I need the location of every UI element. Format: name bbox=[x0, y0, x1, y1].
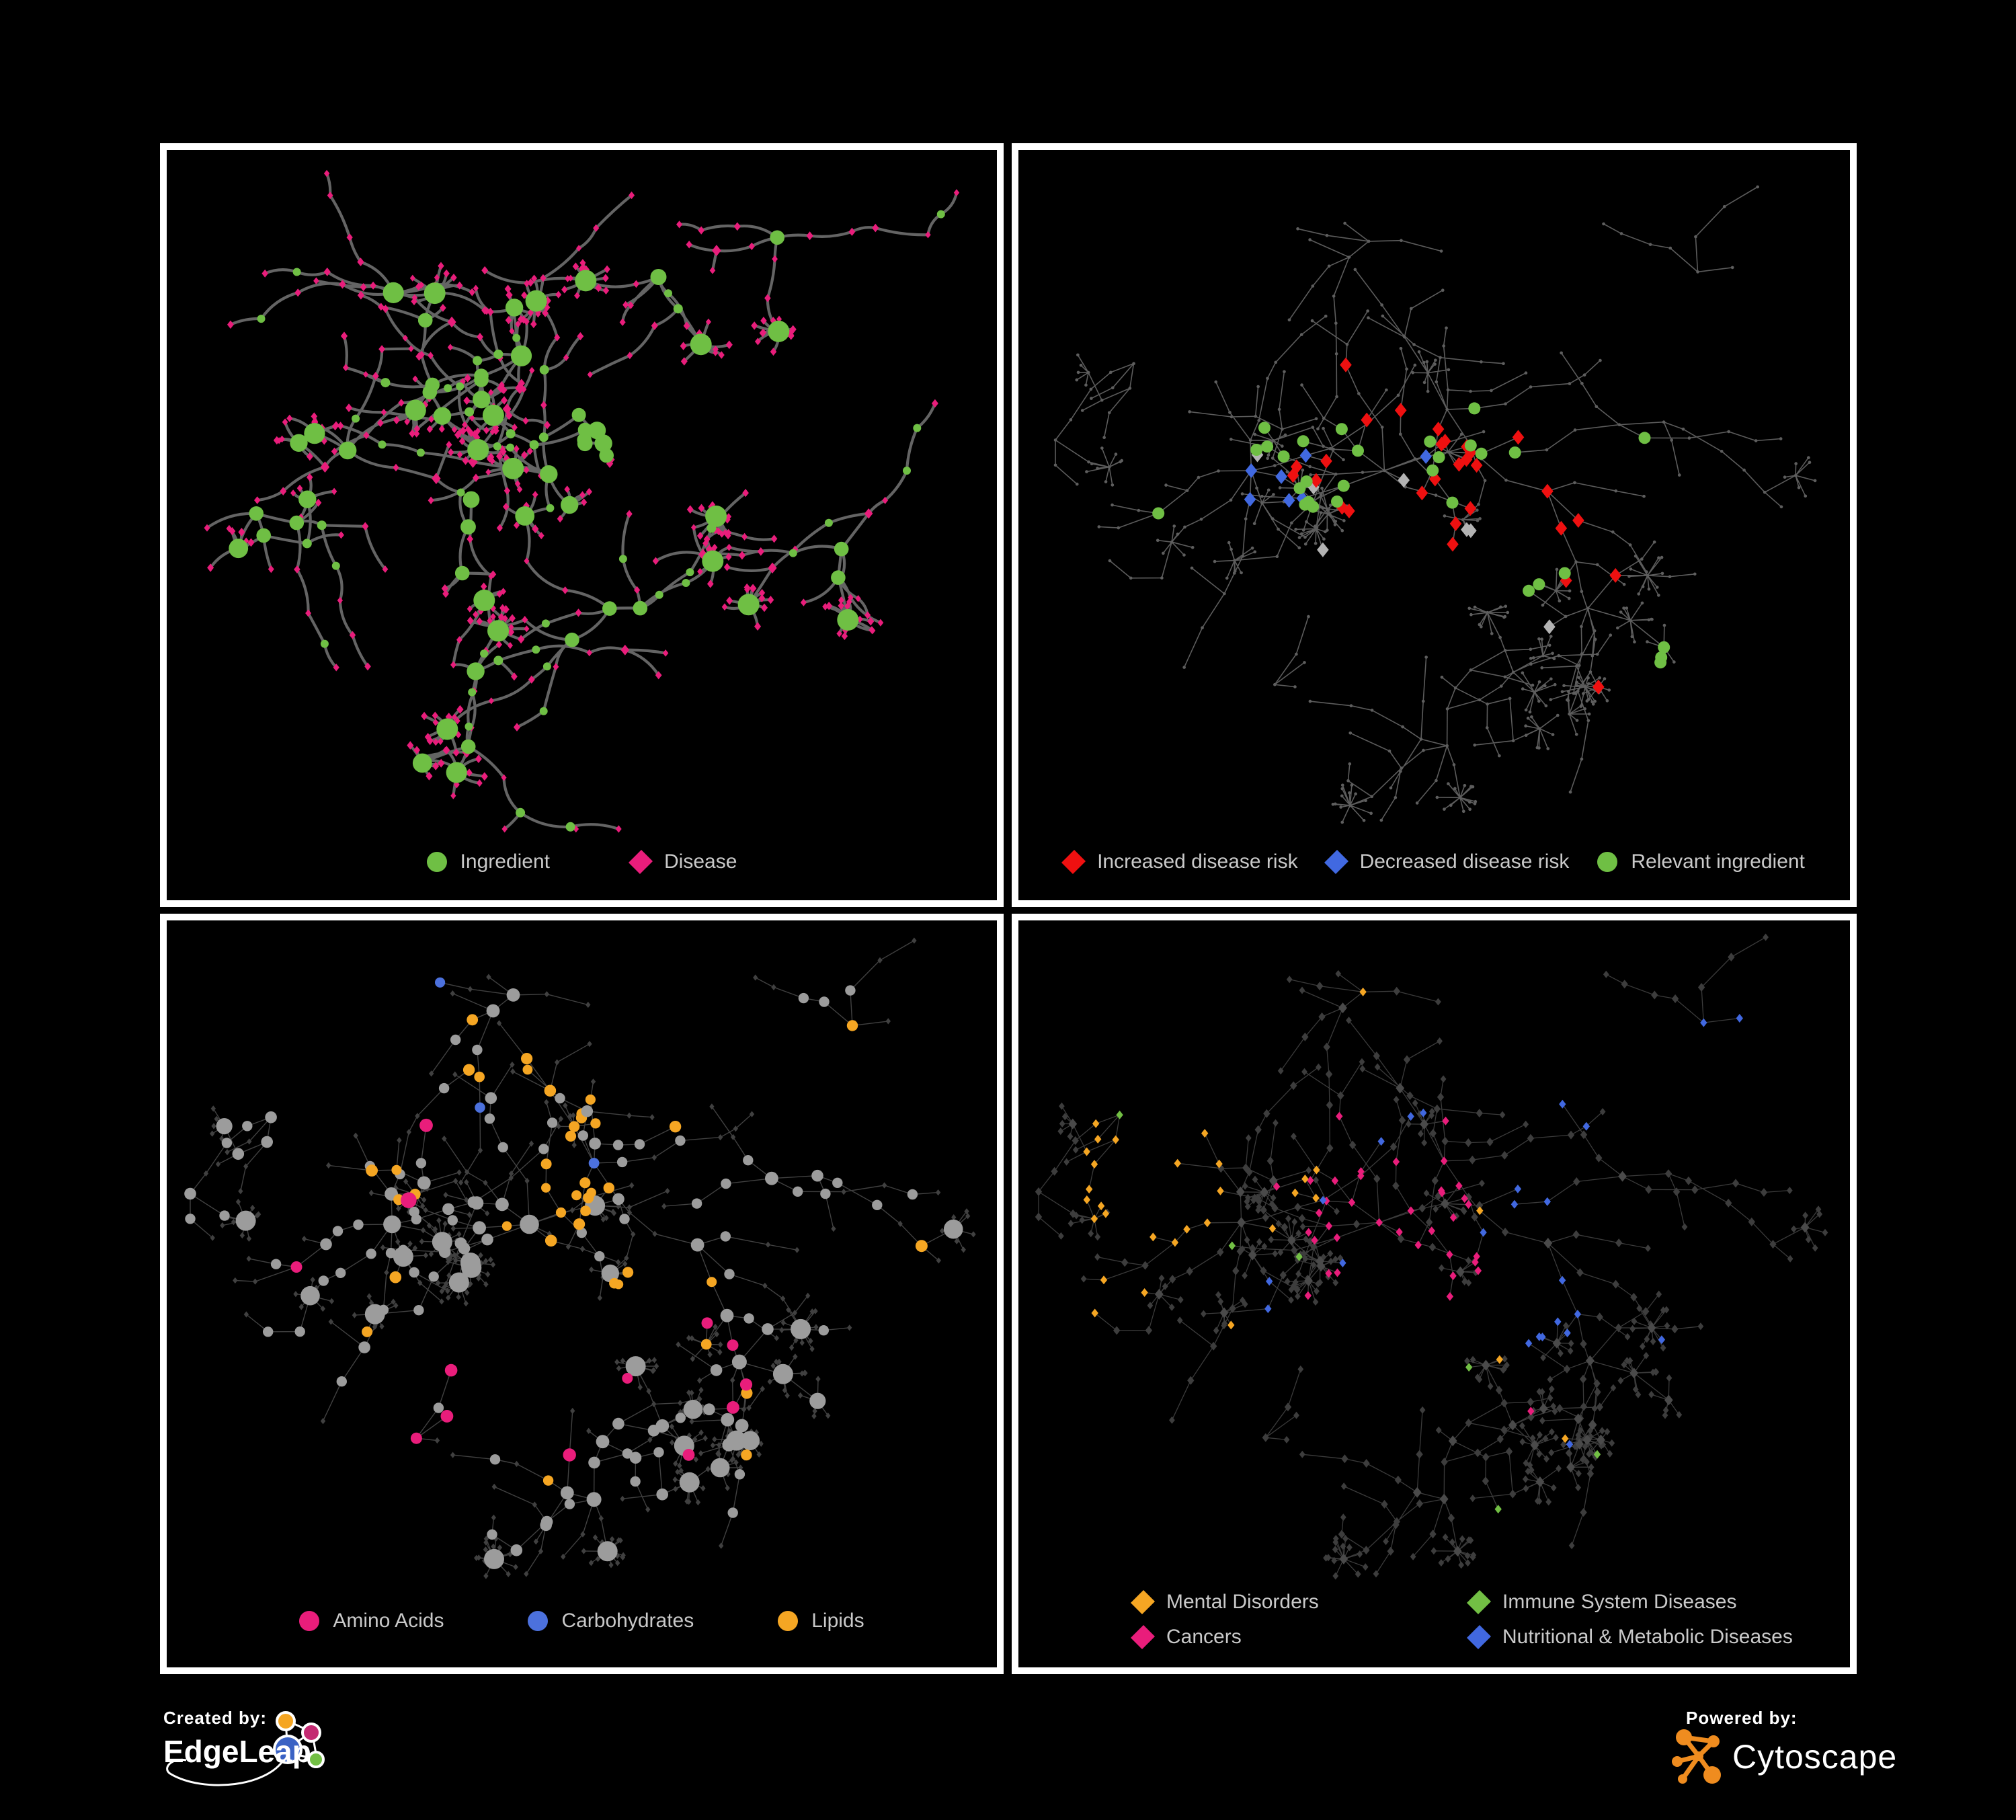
legend-label: Lipids bbox=[811, 1610, 864, 1632]
legend-label: Decreased disease risk bbox=[1359, 850, 1570, 873]
carbohydrates-marker-icon bbox=[528, 1611, 549, 1631]
amino-acids-marker-icon bbox=[299, 1611, 320, 1631]
legend-item-decreased-risk: Decreased disease risk bbox=[1324, 850, 1570, 874]
legend-item-mental-disorders: Mental Disorders bbox=[1131, 1590, 1469, 1614]
legend-nutrient-classes: Amino Acids Carbohydrates Lipids bbox=[167, 1610, 997, 1632]
legend-label: Carbohydrates bbox=[561, 1610, 694, 1632]
legend-disease-classes: Mental Disorders Immune System Diseases … bbox=[1018, 1590, 1850, 1649]
legend-item-relevant-ingredient: Relevant ingredient bbox=[1597, 850, 1805, 873]
legend-item-immune-diseases: Immune System Diseases bbox=[1467, 1590, 1850, 1614]
legend-item-increased-risk: Increased disease risk bbox=[1061, 850, 1298, 874]
increased-risk-marker-icon bbox=[1061, 850, 1086, 874]
legend-item-cancers: Cancers bbox=[1131, 1625, 1469, 1649]
legend-item-lipids: Lipids bbox=[778, 1610, 864, 1632]
legend-item-ingredient: Ingredient bbox=[426, 850, 551, 873]
created-by-label: Created by: bbox=[163, 1708, 268, 1728]
created-by-credit: Created by: EdgeLeap bbox=[163, 1708, 567, 1815]
powered-by-label: Powered by: bbox=[1686, 1708, 1798, 1728]
metabolic-diseases-marker-icon bbox=[1467, 1625, 1491, 1649]
legend-label: Amino Acids bbox=[333, 1610, 444, 1632]
legend-disease-risk: Increased disease risk Decreased disease… bbox=[1018, 850, 1850, 874]
legend-label: Mental Disorders bbox=[1166, 1591, 1319, 1613]
panel-disease-classes: Mental Disorders Immune System Diseases … bbox=[1012, 914, 1857, 1674]
legend-item-metabolic-diseases: Nutritional & Metabolic Diseases bbox=[1467, 1625, 1850, 1649]
legend-item-disease: Disease bbox=[629, 850, 737, 874]
disease-marker-icon bbox=[629, 850, 653, 874]
lipids-marker-icon bbox=[778, 1611, 799, 1631]
legend-item-amino-acids: Amino Acids bbox=[299, 1610, 444, 1632]
legend-label: Cancers bbox=[1166, 1626, 1242, 1648]
relevant-ingredient-marker-icon bbox=[1597, 852, 1618, 872]
legend-label: Relevant ingredient bbox=[1631, 850, 1805, 873]
cancers-marker-icon bbox=[1131, 1625, 1155, 1649]
legend-label: Immune System Diseases bbox=[1502, 1591, 1737, 1613]
mental-disorders-marker-icon bbox=[1131, 1590, 1155, 1614]
panel-disease-risk: Increased disease risk Decreased disease… bbox=[1012, 143, 1857, 907]
panel-ingredient-disease: Ingredient Disease bbox=[160, 143, 1004, 907]
legend-ingredient-disease: Ingredient Disease bbox=[167, 850, 997, 874]
disease-risk-graph bbox=[1053, 185, 1817, 824]
ingredient-marker-icon bbox=[426, 852, 447, 872]
immune-diseases-marker-icon bbox=[1467, 1590, 1491, 1614]
decreased-risk-marker-icon bbox=[1324, 850, 1348, 874]
cytoscape-wordmark: Cytoscape bbox=[1732, 1738, 1898, 1776]
legend-label: Nutritional & Metabolic Diseases bbox=[1502, 1626, 1793, 1648]
legend-item-carbohydrates: Carbohydrates bbox=[528, 1610, 694, 1632]
edgeleap-wordmark: EdgeLeap bbox=[163, 1734, 311, 1769]
panel-nutrient-classes: Amino Acids Carbohydrates Lipids bbox=[160, 914, 1004, 1674]
powered-by-credit: Powered by: bbox=[1669, 1708, 1951, 1815]
legend-label: Ingredient bbox=[460, 850, 551, 873]
disease-class-graph bbox=[1035, 933, 1828, 1580]
legend-label: Disease bbox=[664, 850, 737, 873]
nutrient-class-graph bbox=[184, 937, 976, 1579]
cytoscape-logo-icon bbox=[1672, 1729, 1721, 1784]
ingredient-disease-graph bbox=[204, 169, 960, 833]
legend-label: Increased disease risk bbox=[1097, 850, 1298, 873]
